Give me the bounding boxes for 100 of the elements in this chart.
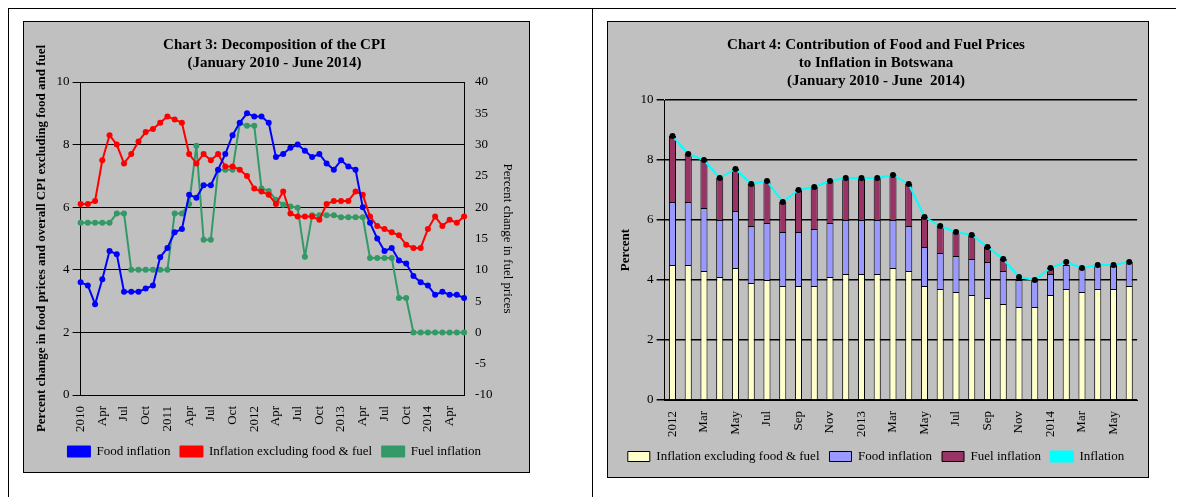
point: [403, 294, 410, 301]
point: [186, 150, 193, 157]
point: [121, 160, 128, 167]
point: [323, 160, 330, 167]
x-tick-label: Oct: [397, 405, 413, 425]
x-tick-label: 2011: [158, 406, 174, 432]
point: [244, 122, 251, 129]
point: [157, 266, 164, 273]
point: [359, 204, 366, 211]
x-tick-label: 2012: [245, 406, 261, 432]
point: [294, 213, 301, 220]
legend-label: Inflation: [1079, 447, 1125, 463]
point: [316, 216, 323, 223]
point: [439, 329, 446, 336]
point: [106, 132, 113, 139]
point: [338, 214, 345, 221]
x-tick-label: Sep: [978, 411, 994, 431]
point: [417, 244, 424, 251]
point: [432, 329, 439, 336]
point: [352, 214, 359, 221]
point: [84, 282, 91, 289]
y2-axis-title: Percent change in fuel prices: [500, 163, 516, 314]
point: [287, 210, 294, 217]
y2-tick-label: 30: [475, 136, 489, 152]
y-tick-label: 2: [63, 323, 70, 339]
point: [200, 236, 207, 243]
point: [410, 273, 417, 280]
point: [453, 329, 460, 336]
point: [461, 294, 468, 301]
y-tick-label: 6: [63, 198, 71, 214]
point: [92, 301, 99, 308]
point: [330, 166, 337, 173]
chart-title: Chart 4: Contribution of Food and Fuel Prices to Inflation in Botswana (January 2010 - June 2014): [727, 35, 1026, 89]
point: [99, 219, 106, 226]
point: [388, 229, 395, 236]
point: [229, 132, 236, 139]
point: [439, 288, 446, 295]
point: [446, 291, 453, 298]
point: [99, 157, 106, 164]
x-tick-label: Mar: [695, 410, 711, 433]
point: [92, 197, 99, 204]
x-tick-label: May: [1104, 410, 1120, 435]
y-tick-label: 10: [56, 73, 70, 89]
y2-tick-label: -5: [475, 355, 486, 371]
x-tick-label: Jul: [115, 405, 131, 422]
point: [121, 288, 128, 295]
x-tick-label: Jul: [202, 405, 218, 422]
y-axis-title: Percent change in food prices and overall CPI excluding food and fuel: [33, 44, 49, 433]
point: [374, 254, 381, 261]
point: [128, 288, 135, 295]
point: [164, 244, 171, 251]
point: [193, 160, 200, 167]
legend-label: Food inflation: [857, 447, 933, 463]
y-tick-label: 10: [640, 91, 654, 107]
point: [338, 197, 345, 204]
point: [280, 188, 287, 195]
x-tick-label: Jul: [289, 405, 305, 422]
point: [207, 236, 214, 243]
point: [381, 248, 388, 255]
point: [294, 204, 301, 211]
point: [77, 279, 84, 286]
y-tick-label: 6: [647, 211, 655, 227]
point: [135, 288, 142, 295]
x-tick-label: Apr: [93, 405, 109, 427]
point: [395, 232, 402, 239]
point: [258, 113, 265, 120]
point: [236, 166, 243, 173]
point: [99, 276, 106, 283]
point: [193, 142, 200, 149]
point: [410, 329, 417, 336]
point: [207, 182, 214, 189]
point: [149, 282, 156, 289]
point: [352, 166, 359, 173]
point: [446, 329, 453, 336]
point: [461, 213, 468, 220]
point: [417, 279, 424, 286]
x-tick-label: Oct: [310, 405, 326, 425]
point: [395, 257, 402, 264]
point: [338, 157, 345, 164]
point: [92, 219, 99, 226]
y2-tick-label: 25: [475, 167, 489, 183]
x-tick-label: 2014: [1041, 410, 1057, 437]
y-tick-label: 0: [63, 386, 70, 402]
point: [352, 188, 359, 195]
point: [193, 194, 200, 201]
point: [272, 154, 279, 161]
point: [164, 266, 171, 273]
point: [374, 235, 381, 242]
point: [301, 213, 308, 220]
point: [330, 197, 337, 204]
point: [84, 219, 91, 226]
point: [171, 116, 178, 123]
x-tick-label: Apr: [267, 405, 283, 427]
point: [294, 141, 301, 148]
point: [200, 182, 207, 189]
y2-tick-label: 40: [475, 73, 489, 89]
point: [265, 119, 272, 126]
point: [157, 119, 164, 126]
point: [316, 150, 323, 157]
point: [359, 214, 366, 221]
